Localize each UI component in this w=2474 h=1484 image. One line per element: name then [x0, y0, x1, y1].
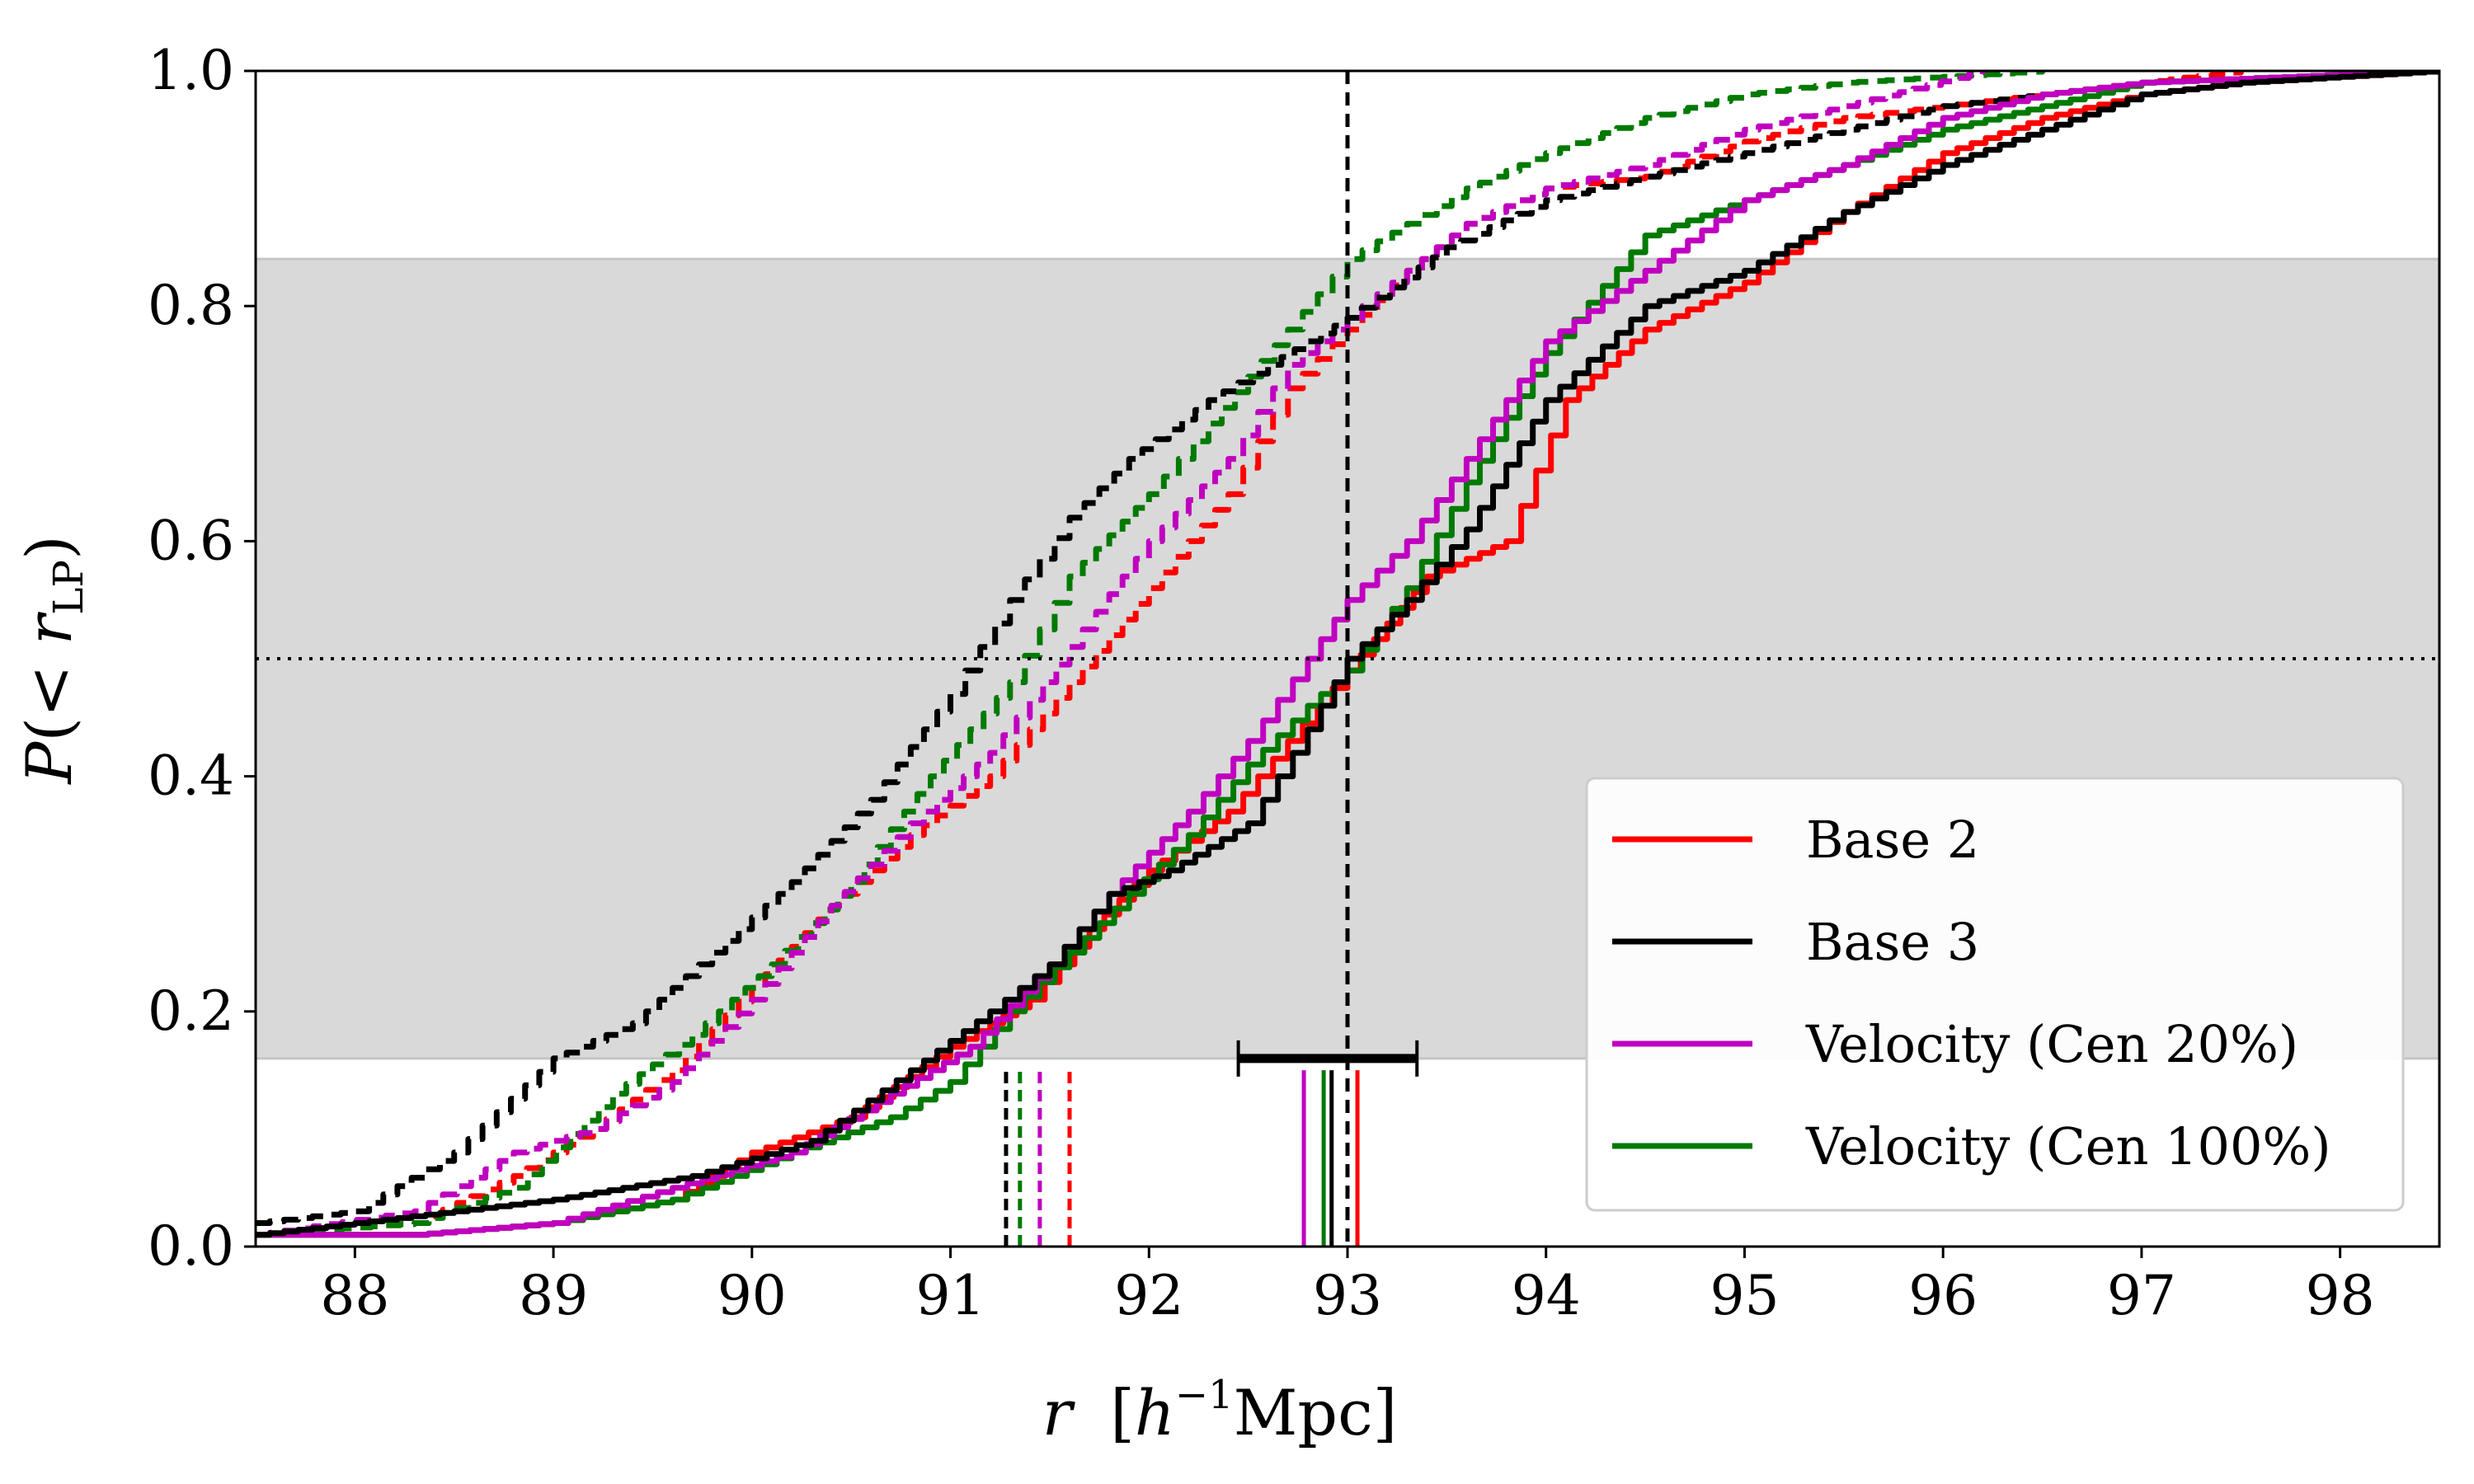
x-tick-label: 96: [1908, 1264, 1978, 1327]
y-axis-sub: LP: [45, 560, 92, 615]
y-axis-ticks: 0.0 0.2 0.4 0.6 0.8 1.0: [148, 39, 256, 1278]
x-axis-bracket-close: ]: [1373, 1376, 1398, 1449]
x-axis-unit: Mpc: [1234, 1376, 1373, 1449]
series-velocity-cen-100-dashed: [256, 71, 2045, 1238]
y-tick-label: 0.6: [148, 509, 234, 572]
legend-label-base-2: Base 2: [1806, 810, 1979, 870]
x-tick-label: 94: [1512, 1264, 1581, 1327]
legend-label-base-3: Base 3: [1806, 912, 1979, 972]
legend-label-velocity-cen-100: Velocity (Cen 100%): [1805, 1116, 2331, 1176]
x-tick-label: 98: [2306, 1264, 2375, 1327]
y-tick-label: 0.4: [148, 744, 234, 808]
x-tick-label: 88: [320, 1264, 389, 1327]
x-axis-h: h: [1135, 1376, 1175, 1449]
y-tick-label: 0.0: [148, 1214, 234, 1278]
legend-label-velocity-cen-20: Velocity (Cen 20%): [1805, 1014, 2298, 1074]
y-axis-label: P(< rLP): [12, 535, 92, 786]
y-tick-label: 0.8: [148, 274, 234, 337]
reference-errorbar: [1236, 1040, 1419, 1077]
x-axis-var: r: [1042, 1376, 1076, 1449]
x-axis-ticks: 88 89 90 91 92 93 94 95 96 97 98: [320, 1247, 2375, 1327]
x-axis-exp: −1: [1175, 1372, 1234, 1418]
x-axis-label: r [h−1Mpc]: [1042, 1372, 1398, 1449]
y-tick-label: 0.2: [148, 979, 234, 1043]
legend: Base 2 Base 3 Velocity (Cen 20%) Velocity (…: [1585, 777, 2405, 1212]
x-tick-label: 93: [1313, 1264, 1382, 1327]
legend-box: [1585, 777, 2405, 1212]
x-tick-label: 90: [717, 1264, 787, 1327]
y-axis-paren-close: ): [12, 535, 86, 560]
x-tick-label: 89: [519, 1264, 588, 1327]
series-velocity-cen-20-solid: [256, 71, 2439, 1238]
x-tick-label: 97: [2107, 1264, 2176, 1327]
y-tick-label: 1.0: [148, 39, 234, 102]
x-tick-label: 95: [1710, 1264, 1779, 1327]
y-axis-paren-open: (<: [12, 645, 86, 742]
y-axis-P: P: [12, 740, 86, 786]
median-markers: [1004, 1070, 1360, 1247]
x-axis-bracket-open: [: [1110, 1376, 1135, 1449]
x-tick-label: 91: [916, 1264, 985, 1327]
series-base-2-dashed: [256, 71, 2244, 1238]
y-axis-r: r: [12, 611, 86, 645]
x-tick-label: 92: [1114, 1264, 1183, 1327]
